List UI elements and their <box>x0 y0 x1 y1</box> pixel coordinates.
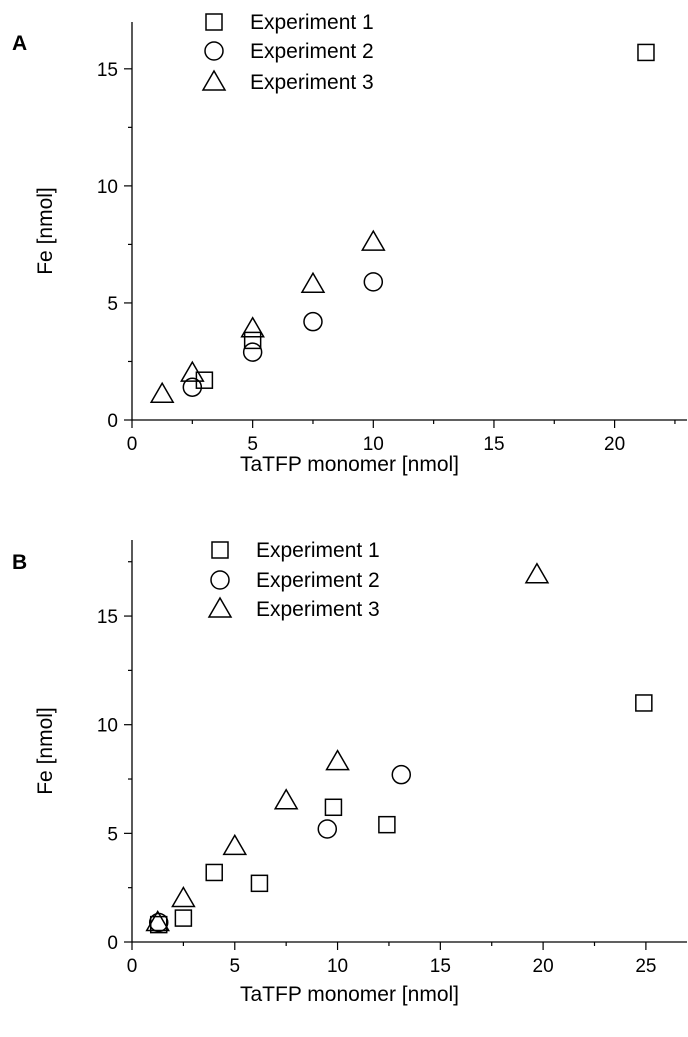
series-square <box>149 694 653 934</box>
y-tick-label: 15 <box>97 607 118 628</box>
data-point-triangle <box>524 562 550 584</box>
data-point-square <box>635 694 653 712</box>
legend: Experiment 1 Experiment 2 Experiment 3 <box>201 11 374 94</box>
data-point-triangle <box>180 360 205 382</box>
panel-label: B <box>12 551 27 574</box>
y-tick-label: 0 <box>107 411 118 432</box>
data-point-circle <box>391 764 412 785</box>
data-point-circle <box>363 272 384 292</box>
y-tick-label: 5 <box>107 824 118 845</box>
series-circle <box>182 272 384 397</box>
x-tick-label: 25 <box>635 956 656 977</box>
y-tick-label: 0 <box>107 933 118 954</box>
x-tick-label: 10 <box>363 434 384 455</box>
x-tick-label: 15 <box>483 434 504 455</box>
data-point-circle <box>242 342 263 362</box>
y-tick-label: 5 <box>107 294 118 315</box>
data-point-triangle <box>145 909 170 932</box>
x-tick-label: 5 <box>247 434 258 455</box>
legend-label: Experiment 1 <box>250 11 374 34</box>
y-tick-label: 10 <box>97 716 118 737</box>
x-tick-label: 5 <box>229 956 240 977</box>
data-point-triangle <box>325 749 350 771</box>
data-point-triangle <box>240 316 265 338</box>
y-axis-label: Fe [nmol] <box>34 187 57 275</box>
panel-label: A <box>12 32 27 55</box>
data-point-triangle <box>273 788 299 810</box>
data-point-circle <box>303 311 323 332</box>
series-square <box>195 43 655 389</box>
x-axis-label: TaTFP monomer [nmol] <box>240 453 459 476</box>
data-point-triangle <box>222 833 248 856</box>
y-tick-label: 15 <box>97 60 118 81</box>
data-point-circle <box>317 819 338 839</box>
data-point-square <box>324 798 343 817</box>
chart-panel-b: 0 5 10 15 20 25 0 5 10 15 TaTFP monomer [nmol] Fe [… <box>12 539 687 1006</box>
data-point-square <box>174 909 193 927</box>
legend-marker-square <box>211 541 229 559</box>
legend-marker-circle <box>204 41 224 61</box>
x-tick-label: 20 <box>533 956 554 977</box>
x-axis-label: TaTFP monomer [nmol] <box>240 983 459 1006</box>
x-tick-label: 15 <box>430 956 451 977</box>
data-point-square <box>250 874 269 893</box>
data-point-triangle <box>300 271 326 293</box>
data-point-square <box>378 815 396 834</box>
data-point-triangle <box>149 381 175 403</box>
data-point-triangle <box>171 886 196 908</box>
series-triangle <box>149 229 386 403</box>
legend-marker-square <box>205 13 223 31</box>
legend: Experiment 1 Experiment 2 Experiment 3 <box>207 539 380 621</box>
x-tick-label: 20 <box>604 434 625 455</box>
series-triangle <box>145 562 550 932</box>
legend-marker-triangle <box>207 596 233 618</box>
data-point-square <box>637 43 655 62</box>
x-tick-label: 0 <box>127 434 138 455</box>
data-point-square <box>205 863 223 882</box>
legend-label: Experiment 3 <box>250 71 374 94</box>
data-point-square <box>195 371 214 389</box>
data-point-circle <box>182 377 203 397</box>
x-tick-label: 10 <box>327 956 348 977</box>
legend-label: Experiment 2 <box>256 569 380 592</box>
legend-label: Experiment 1 <box>256 539 380 562</box>
legend-label: Experiment 2 <box>250 40 374 63</box>
legend-marker-triangle <box>201 69 227 91</box>
y-tick-label: 10 <box>97 177 118 198</box>
legend-label: Experiment 3 <box>256 598 380 621</box>
data-point-square <box>243 331 262 350</box>
legend-marker-circle <box>210 570 230 590</box>
y-axis-label: Fe [nmol] <box>34 707 57 795</box>
chart-panel-a: 0 5 10 15 20 0 5 10 15 TaTFP monomer [nmol] Fe [nm… <box>12 11 687 476</box>
data-point-triangle <box>361 229 386 251</box>
x-tick-label: 0 <box>127 956 138 977</box>
